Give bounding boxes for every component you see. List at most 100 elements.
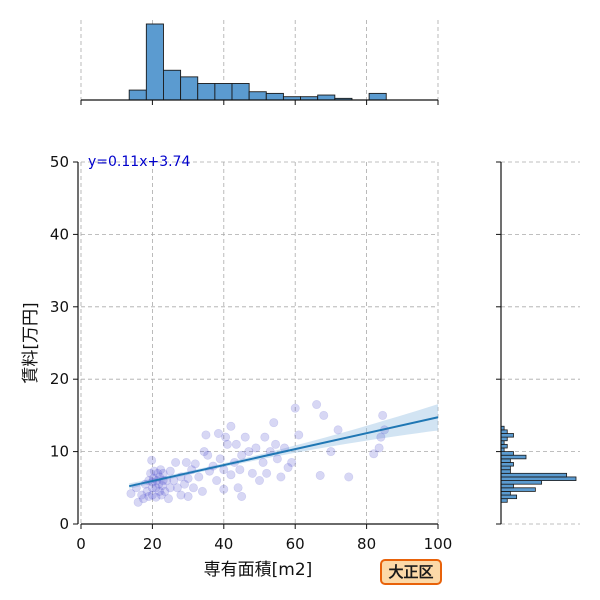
scatter-point [144,491,154,501]
y-hist-bar [500,487,536,492]
scatter-point [271,439,281,449]
scatter-point [153,468,163,478]
scatter-point [269,418,279,428]
y-tick-label: 40 [50,225,69,243]
x-hist-bar [145,23,164,101]
scatter-point [319,410,329,420]
confidence-band [129,404,438,489]
scatter-point [258,457,268,467]
scatter-point [190,459,200,469]
scatter-point [276,472,286,482]
confidence-band-layer [129,404,438,489]
scatter-point [213,428,223,438]
scatter-point [147,483,157,493]
x-hist-bar [197,83,216,101]
scatter-point [315,470,325,480]
x-tick-label: 20 [143,535,162,553]
x-hist-bar [128,89,147,101]
scatter-point [235,465,245,475]
scatter-point [219,465,229,475]
y-hist-bar [500,433,514,438]
y-tick-label: 30 [50,298,69,316]
scatter-point [374,443,384,453]
scatter-point [222,439,232,449]
x-hist-bar [368,92,387,101]
y-hist-bar [500,436,508,442]
scatter-point [215,454,225,464]
x-hist-bar [248,91,267,101]
regression-equation: y=0.11x+3.74 [88,154,190,170]
scatter-point [344,472,354,482]
x-hist-bar [163,69,182,101]
scatter-point [226,470,236,480]
y-hist-bar [500,472,568,478]
scatter-point [151,483,161,493]
scatter-point [194,472,204,482]
scatter-point [142,486,152,496]
scatter-point [247,468,257,478]
scatter-point [151,492,161,502]
scatter-point [188,483,198,493]
y-hist-bar [500,443,508,449]
x-tick-label: 100 [424,535,453,553]
scatter-point [237,450,247,460]
y-axis-label: 賃料[万円] [21,302,41,383]
y-hist-bar [500,498,508,503]
y-hist-bar [500,494,518,500]
scatter-point [156,490,166,500]
scatter-point [138,494,148,504]
x-hist-bar [265,92,284,101]
scatter-point [233,483,243,493]
scatter-point [199,447,209,457]
scatter-point [201,430,211,440]
x-hist-bar [180,76,199,101]
x-hist-bar [231,83,250,101]
scatter-point [163,494,173,504]
scatter-point [157,481,167,491]
x-tick-label: 60 [286,535,305,553]
y-hist-bar [500,491,511,496]
scatter-point [283,463,293,473]
scatter-point [176,490,186,500]
scatter-point [147,490,157,500]
x-axis-label: 専有面積[m2] [204,560,313,580]
scatter-point [158,468,168,478]
scatter-point [156,465,166,475]
x-tick-label: 80 [357,535,376,553]
scatter-point [237,491,247,501]
scatter-point [287,457,297,467]
scatter-point [262,468,272,478]
scatter-point [326,447,336,457]
scatter-point [137,490,147,500]
y-tick-label: 0 [59,515,69,533]
scatter-point [312,400,322,410]
scatter-point [165,483,175,493]
district-badge: 大正区 [380,559,442,585]
scatter-point [260,432,270,442]
y-hist-bar [500,483,514,489]
scatter-point [255,476,265,486]
scatter-point [221,432,231,442]
x-hist-bar [214,83,233,101]
right-marginal-histogram [500,425,577,503]
scatter-point [244,447,254,457]
y-hist-bar [500,480,543,485]
scatter-point [160,486,170,496]
axes: 0 20 40 60 80 100 0 10 20 30 40 50 [50,99,502,553]
scatter-point [126,489,136,499]
scatter-point [146,468,156,478]
regression-layer [128,416,439,488]
regression-line [128,416,439,488]
scatter-point [180,479,190,489]
scatter-point [251,443,261,453]
scatter-point [376,432,386,442]
scatter-point [212,476,222,486]
scatter-point [294,430,304,440]
x-tick-label: 40 [214,535,233,553]
scatter-point [226,421,236,431]
scatter-points [126,400,389,507]
scatter-point [203,450,213,460]
scatter-point [172,483,182,493]
scatter-point [240,432,250,442]
